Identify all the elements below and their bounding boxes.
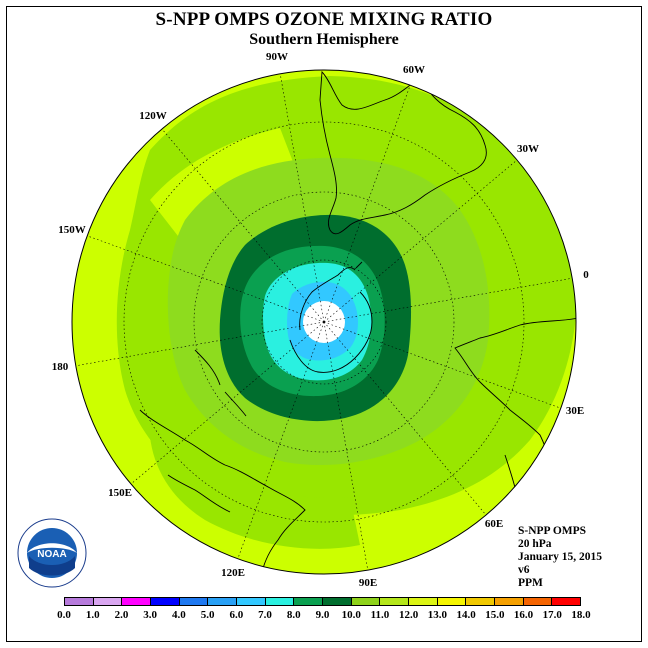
colorbar-swatch: [294, 598, 324, 605]
colorbar-tick-label: 15.0: [485, 609, 505, 621]
colorbar-swatch: [466, 598, 496, 605]
lat-lon-grid: [75, 73, 573, 571]
colorbar-tick-label: 8.0: [286, 609, 301, 621]
colorbar-tick-label: 2.0: [114, 609, 129, 621]
chart-subtitle: Southern Hemisphere: [249, 31, 399, 48]
colorbar: [64, 597, 581, 606]
colorbar-tick-label: 5.0: [200, 609, 215, 621]
map-boundary: [71, 69, 577, 575]
colorbar-swatch: [93, 598, 123, 605]
info-date: January 15, 2015: [518, 551, 603, 563]
colorbar-swatch: [122, 598, 152, 605]
lon-label-60w: 60W: [403, 64, 425, 76]
colorbar-swatch: [151, 598, 180, 605]
colorbar-tick-label: 1.0: [85, 609, 100, 621]
south-america-coast: [319, 70, 487, 235]
australia-coast: [139, 409, 306, 573]
ozone-contours: [72, 70, 576, 574]
longitude-labels: 90W 60W 30W 0 30E 60E 90E 120E 150E 180 …: [52, 51, 590, 589]
latitude-circle-75s: [261, 259, 387, 385]
colorbar-tick-label: 10.0: [341, 609, 361, 621]
lon-label-30w: 30W: [517, 143, 539, 155]
lon-label-60e: 60E: [485, 518, 503, 530]
colorbar-tick-label: 14.0: [456, 609, 476, 621]
colorbar-swatch: [179, 598, 209, 605]
colorbar-tick-label: 13.0: [427, 609, 447, 621]
lon-label-150e: 150E: [108, 487, 132, 499]
colorbar-ticks: 0.0 1.0 2.0 3.0 4.0 5.0 6.0 7.0 8.0 9.0 10.0 11.0 12…: [57, 609, 591, 623]
colorbar-swatch: [523, 598, 553, 605]
latitude-circle-60s: [193, 191, 455, 453]
noaa-logo-text: NOAA: [37, 549, 66, 560]
info-version: v6: [518, 564, 530, 576]
lon-label-30e: 30E: [566, 405, 584, 417]
colorbar-tick-label: 17.0: [542, 609, 562, 621]
colorbar-tick-label: 3.0: [143, 609, 158, 621]
colorbar-swatch: [208, 598, 238, 605]
info-level: 20 hPa: [518, 538, 552, 550]
colorbar-swatch: [437, 598, 467, 605]
colorbar-swatch: [409, 598, 438, 605]
coastlines: [139, 70, 576, 573]
lon-label-150w: 150W: [58, 224, 86, 236]
colorbar-swatch: [237, 598, 266, 605]
colorbar-swatch: [495, 598, 524, 605]
noaa-logo: NOAA: [17, 518, 87, 593]
colorbar-swatch: [323, 598, 352, 605]
lon-label-120w: 120W: [139, 110, 167, 122]
colorbar-swatch: [552, 598, 581, 605]
figure-frame: [6, 6, 642, 642]
lon-label-90e: 90E: [359, 577, 377, 589]
africa-coast: [454, 317, 576, 469]
colorbar-swatch: [351, 598, 381, 605]
colorbar-tick-label: 7.0: [258, 609, 272, 621]
info-block: S-NPP OMPS 20 hPa January 15, 2015 v6 PP…: [518, 525, 602, 590]
colorbar-tick-label: 11.0: [370, 609, 390, 621]
colorbar-tick-label: 18.0: [571, 609, 591, 621]
colorbar-tick-label: 12.0: [399, 609, 419, 621]
colorbar-tick-label: 4.0: [172, 609, 186, 621]
colorbar-swatch: [380, 598, 410, 605]
latitude-circle-30s: [123, 121, 525, 523]
lon-label-90w: 90W: [266, 51, 288, 63]
antarctic-peninsula: [299, 261, 363, 331]
colorbar-swatch: [265, 598, 295, 605]
lon-label-0: 0: [583, 269, 589, 281]
colorbar-tick-label: 9.0: [315, 609, 330, 621]
info-units: PPM: [518, 577, 543, 589]
colorbar-tick-label: 6.0: [229, 609, 244, 621]
colorbar-tick-label: 0.0: [57, 609, 71, 621]
lon-label-120e: 120E: [221, 567, 245, 579]
lon-label-180: 180: [52, 361, 69, 373]
colorbar-tick-label: 16.0: [513, 609, 534, 621]
colorbar-swatch: [65, 598, 94, 605]
info-instrument: S-NPP OMPS: [518, 525, 587, 537]
chart-title: S-NPP OMPS OZONE MIXING RATIO: [155, 9, 493, 30]
ozone-band-11b: [149, 380, 360, 549]
